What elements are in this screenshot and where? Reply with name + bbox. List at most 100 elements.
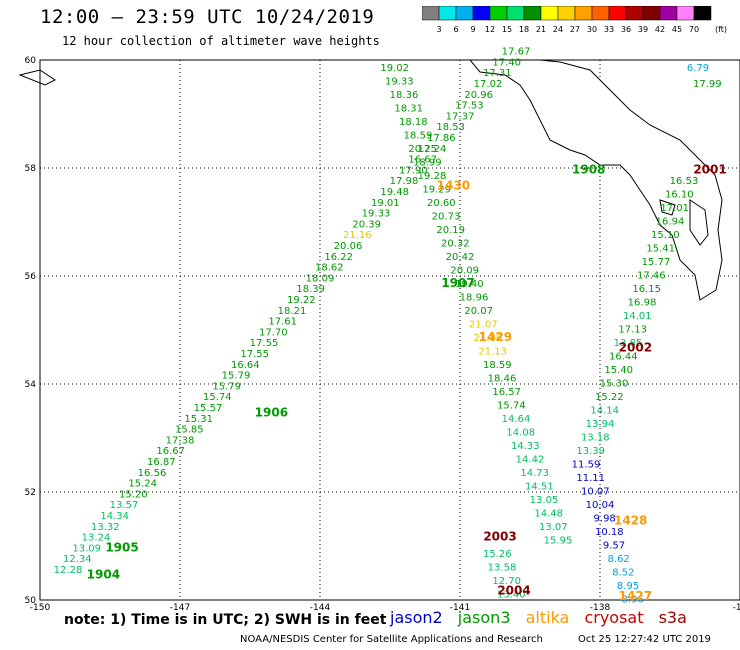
pass-time-label: 2002 — [619, 341, 652, 355]
pass-time-label: 1907 — [441, 276, 474, 290]
wave-height-label: 10.18 — [595, 527, 624, 538]
wave-height-label: 20.32 — [441, 238, 470, 249]
wave-height-label: 15.77 — [642, 257, 671, 268]
wave-height-label: 17.01 — [660, 203, 689, 214]
wave-height-label: 21.16 — [343, 230, 372, 241]
color-scale-legend: 3 6 9 12 15 18 21 24 27 30 33 36 39 42 45 70 (ft) — [422, 6, 727, 34]
wave-height-label: 12.70 — [492, 576, 521, 587]
pass-time-label: 1906 — [255, 405, 288, 419]
colorbar-swatch — [574, 6, 593, 21]
wave-height-label: 17.31 — [483, 68, 512, 79]
wave-height-label: 15.40 — [604, 365, 633, 376]
colorbar-swatch — [659, 6, 678, 21]
pass-time-label: 1427 — [619, 589, 652, 603]
pass-time-label: 1905 — [105, 540, 138, 554]
wave-height-label: 17.90 — [399, 165, 428, 176]
wave-height-label: 8.96 — [622, 595, 644, 606]
wave-height-label: 21.07 — [469, 319, 498, 330]
wave-height-label: 15.26 — [483, 549, 512, 560]
colorbar-swatch — [506, 6, 525, 21]
wave-height-label: 16.67 — [156, 446, 185, 457]
colorbar-swatch — [472, 6, 491, 21]
wave-height-label: 17.02 — [474, 79, 503, 90]
wave-height-label: 15.20 — [119, 489, 148, 500]
wave-height-label: 16.15 — [632, 284, 661, 295]
wave-height-label: 13.05 — [530, 495, 559, 506]
wave-height-label: 15.10 — [651, 230, 680, 241]
wave-height-label: 20.07 — [464, 306, 493, 317]
legend-jason2: jason2 — [390, 608, 443, 627]
wave-height-label: 18.62 — [315, 263, 344, 274]
colorbar-tick: 30 — [587, 25, 597, 34]
track-labels: 19.02 19.33 18.36 18.31 18.18 18.59 20.25 18.99… — [54, 47, 722, 606]
wave-height-label: 17.24 — [418, 144, 447, 155]
island-outline — [18, 69, 709, 246]
wave-height-label: 13.40 — [497, 589, 526, 600]
wave-height-label: 15.74 — [497, 400, 526, 411]
wave-height-label: 13.57 — [110, 500, 139, 511]
wave-height-label: 19.40 — [455, 279, 484, 290]
wave-height-label: 20.60 — [427, 198, 456, 209]
wave-height-label: 15.79 — [222, 371, 251, 382]
pass-time-label: 1429 — [479, 330, 512, 344]
wave-height-label: 15.30 — [600, 379, 629, 390]
wave-height-label: 10.04 — [586, 500, 615, 511]
wave-height-label: 17.70 — [259, 327, 288, 338]
wave-height-label: 14.51 — [525, 481, 554, 492]
wave-height-label: 19.33 — [362, 209, 391, 220]
wave-height-label: 17.67 — [502, 47, 531, 58]
wave-height-label: 16.67 — [408, 155, 437, 166]
colorbar-swatch — [540, 6, 559, 21]
wave-height-label: 13.18 — [581, 433, 610, 444]
wave-height-label: 14.01 — [623, 311, 652, 322]
colorbar-unit: (ft) — [715, 25, 727, 34]
wave-height-label: 14.33 — [511, 441, 540, 452]
wave-height-label: 9.57 — [603, 541, 625, 552]
wave-height-label: 17.55 — [240, 349, 269, 360]
lon-tick-label: -150 — [30, 603, 51, 613]
lon-tick-label: -147 — [170, 603, 190, 613]
colorbar-tick: 42 — [655, 25, 665, 34]
wave-height-label: 15.95 — [544, 535, 573, 546]
wave-height-label: 13.09 — [72, 543, 101, 554]
colorbar-tick: 27 — [570, 25, 580, 34]
colorbar-tick: 24 — [553, 25, 563, 34]
wave-height-label: 20.39 — [352, 219, 381, 230]
wave-height-label: 12.28 — [54, 565, 83, 576]
colorbar-tick: 9 — [470, 25, 475, 34]
wave-height-label: 18.59 — [483, 360, 512, 371]
wave-height-label: 6.79 — [687, 63, 709, 74]
colorbar-swatch — [422, 6, 440, 21]
wave-height-label: 15.85 — [175, 425, 204, 436]
wave-height-label: 18.39 — [296, 284, 325, 295]
wave-height-label: 19.02 — [380, 63, 409, 74]
wave-height-label: 15.57 — [194, 403, 223, 414]
wave-height-label: 12.34 — [63, 554, 92, 565]
wave-height-label: 20.09 — [450, 265, 479, 276]
wave-height-label: 19.48 — [380, 187, 409, 198]
pass-time-label: 1430 — [437, 179, 470, 193]
wave-height-label: 15.41 — [646, 244, 675, 255]
colorbar-tick: 6 — [453, 25, 458, 34]
wave-height-label: 20.73 — [432, 211, 461, 222]
colorbar-tick: 36 — [621, 25, 631, 34]
satellite-legend: jason2 jason3 altika cryosat s3a — [390, 608, 697, 627]
wave-height-label: 13.39 — [576, 446, 605, 457]
wave-height-label: 15.22 — [595, 392, 624, 403]
wave-height-label: 16.10 — [665, 190, 694, 201]
wave-height-label: 13.58 — [488, 562, 517, 573]
colorbar-tick: 21 — [536, 25, 546, 34]
wave-height-label: 17.61 — [268, 317, 297, 328]
wave-height-label: 18.36 — [390, 90, 419, 101]
wave-height-label: 17.53 — [455, 101, 484, 112]
wave-height-label: 17.13 — [618, 325, 647, 336]
wave-height-label: 18.31 — [394, 103, 423, 114]
wave-height-label: 16.64 — [231, 360, 260, 371]
wave-height-label: 13.24 — [82, 533, 111, 544]
legend-s3a: s3a — [658, 608, 687, 627]
wave-height-label: 17.99 — [693, 79, 722, 90]
colorbar-swatch — [523, 6, 542, 21]
wave-height-label: 10.07 — [581, 487, 610, 498]
lat-tick-label: 58 — [25, 164, 37, 174]
colorbar-tick: 3 — [436, 25, 441, 34]
